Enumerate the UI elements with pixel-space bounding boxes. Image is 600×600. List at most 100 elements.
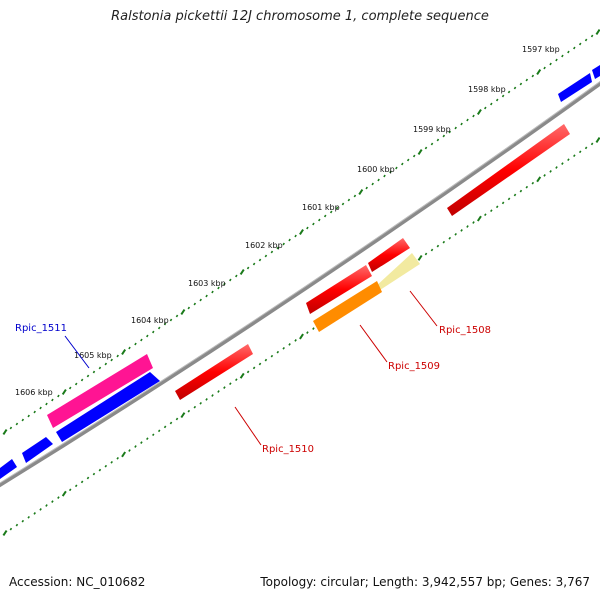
tick-mark [121,349,127,355]
tick-mark [169,421,173,425]
label-rpic-1511[interactable]: Rpic_1511 [15,323,67,334]
tick-mark [543,66,546,70]
tick-mark [299,333,304,340]
tick-mark [424,146,428,150]
tick-mark [288,238,291,242]
tick-mark [128,346,131,350]
tick-mark [180,309,186,315]
tick-mark [501,201,505,205]
tick-mark [276,350,280,354]
tick-mark [128,449,131,452]
tick-mark [175,417,179,421]
gene-blue-long[interactable] [56,372,160,442]
tick-mark [329,210,333,214]
tick-mark [61,389,67,395]
tick-mark [264,254,268,258]
outer-tick-ring [2,29,600,435]
tick-mark [33,512,36,515]
tick-mark [134,445,137,448]
tick-mark [555,58,558,62]
tick-mark [223,282,226,286]
scale-labels: 1597 kbp 1598 kbp 1599 kbp 1600 kbp 1601… [15,45,560,397]
tick-mark [578,150,582,154]
tick-mark [466,118,469,122]
tick-mark [495,205,499,209]
gene-blue-edge[interactable] [0,459,17,479]
gene-blue-topright[interactable] [558,73,592,102]
tick-mark [513,193,517,197]
tick-mark [353,194,357,198]
scale-label-1597: 1597 kbp [522,45,560,54]
scale-label-1602: 1602 kbp [245,241,283,250]
scale-label-1600: 1600 kbp [357,165,395,174]
tick-mark [98,468,102,472]
tick-mark [584,146,588,150]
gene-red-mid[interactable] [306,265,372,314]
map-title: Ralstonia pickettii 12J chromosome 1, co… [111,9,489,24]
tick-mark [312,327,315,330]
tick-mark [217,286,220,290]
tick-mark [341,202,345,206]
tick-mark [205,294,208,298]
inner-tick-ring [2,137,600,536]
gene-blue-topright-2[interactable] [592,65,600,79]
tick-mark [246,370,250,374]
tick-mark [187,409,191,413]
tick-mark [513,86,517,90]
tick-mark [312,222,315,226]
tick-mark [454,232,457,236]
tick-mark [525,185,529,189]
tick-mark [252,366,256,370]
tick-mark [536,176,542,183]
gene-red-small[interactable] [368,238,410,272]
accession-text: Accession: NC_010682 [9,575,146,589]
tick-mark [74,382,78,386]
tick-mark [258,362,262,366]
tick-mark [358,189,364,195]
tick-mark [239,372,245,379]
tick-mark [389,170,392,174]
tick-mark [466,225,469,228]
tick-mark [68,386,72,390]
tick-mark [121,451,127,458]
label-rpic-1510[interactable]: Rpic_1510 [262,444,314,455]
tick-mark [163,322,167,326]
tick-mark [57,496,60,499]
tick-mark [134,342,137,346]
gene-orange[interactable] [313,281,382,332]
tick-mark [590,142,594,146]
tick-mark [264,358,268,362]
scale-label-1603: 1603 kbp [188,279,226,288]
label-rpic-1508[interactable]: Rpic_1508 [439,325,491,336]
tick-mark [501,94,505,98]
tick-mark [555,166,558,169]
tick-mark [430,142,434,146]
tick-mark [484,213,487,217]
tick-mark [152,433,155,437]
gene-red-top[interactable] [447,124,570,216]
tick-mark [86,374,90,378]
label-rpic-1509[interactable]: Rpic_1509 [388,361,440,372]
tick-mark [561,54,564,58]
scale-label-1604: 1604 kbp [131,316,169,325]
tick-mark [51,500,54,503]
scale-label-1601: 1601 kbp [302,203,340,212]
gene-pink[interactable] [47,354,153,428]
gene-blue-short[interactable] [22,437,53,463]
tick-mark [476,215,482,222]
tick-mark [270,250,274,254]
tick-mark [51,398,54,402]
gene-pale[interactable] [375,253,420,290]
tick-mark [45,504,48,507]
tick-mark [282,242,285,246]
tick-mark [116,456,119,460]
tick-mark [211,290,214,294]
tick-mark [490,209,493,213]
tick-mark [417,149,423,155]
gene-red-bottom[interactable] [175,344,253,400]
tick-mark [180,412,186,419]
tick-mark [157,326,161,330]
tick-mark [448,130,452,134]
tick-mark [543,174,546,177]
